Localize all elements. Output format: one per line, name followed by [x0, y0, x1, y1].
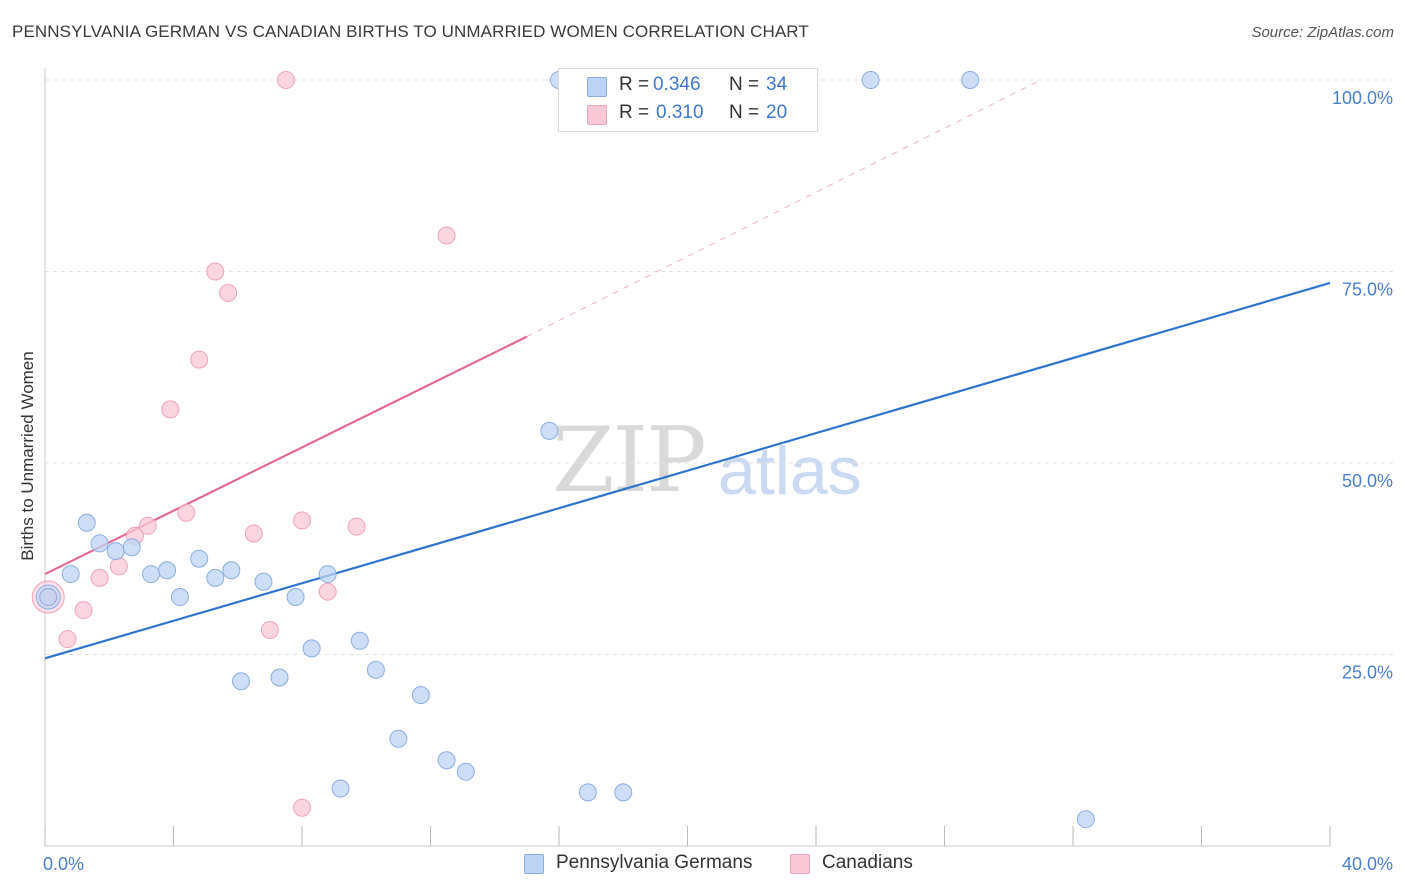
watermark-atlas: atlas [718, 433, 862, 509]
source-label: Source: ZipAtlas.com [1251, 24, 1394, 41]
data-point-canadians [74, 601, 93, 620]
bottom-legend-swatch-pink [790, 854, 810, 874]
bottom-legend-label: Canadians [822, 852, 913, 873]
data-point-pennsylvania-germans [861, 71, 880, 89]
legend-r-value: 0.310 [656, 102, 704, 123]
grid-layer [45, 79, 1395, 655]
data-point-pennsylvania-germans [389, 729, 408, 748]
correlation-legend: R = 0.346 N = 34 R = 0.310 N = 20 [558, 68, 818, 132]
legend-r-label: R = [619, 102, 650, 123]
data-point-pennsylvania-germans [286, 588, 305, 607]
data-point-pennsylvania-germans [961, 71, 980, 89]
data-point-pennsylvania-germans [318, 565, 337, 584]
data-point-pennsylvania-germans [142, 565, 161, 584]
data-point-canadians [138, 516, 157, 535]
data-point-canadians [161, 400, 180, 419]
trend-line-pennsylvania-germans [44, 281, 1331, 660]
data-point-pennsylvania-germans [350, 631, 369, 650]
data-point-pennsylvania-germans [437, 751, 456, 770]
data-point-pennsylvania-germans [39, 588, 58, 607]
data-point-canadians [260, 620, 279, 639]
y-tick-label: 50.0% [1342, 471, 1393, 491]
y-tick-label: 25.0% [1342, 663, 1393, 683]
bottom-legend-label: Pennsylvania Germans [556, 852, 753, 873]
data-point-canadians [318, 582, 337, 601]
data-point-pennsylvania-germans [578, 783, 597, 802]
data-point-pennsylvania-germans [106, 542, 125, 561]
data-point-canadians [109, 557, 128, 576]
data-point-canadians [58, 630, 77, 649]
data-point-canadians [206, 262, 225, 281]
data-point-canadians [437, 226, 456, 245]
legend-n-label: N = [729, 102, 760, 123]
data-point-pennsylvania-germans [302, 639, 321, 658]
legend-swatch-blue [587, 77, 607, 97]
data-point-pennsylvania-germans [90, 534, 109, 553]
watermark-zip: ZIP [552, 408, 707, 513]
x-tick-label: 40.0% [1342, 854, 1393, 874]
y-axis-title: Births to Unmarried Women [18, 351, 37, 560]
data-point-pennsylvania-germans [614, 783, 633, 802]
legend-n-value: 20 [766, 102, 788, 123]
data-point-pennsylvania-germans [170, 588, 189, 607]
data-point-pennsylvania-germans [158, 561, 177, 580]
data-point-pennsylvania-germans [61, 565, 80, 584]
data-point-pennsylvania-germans [206, 568, 225, 587]
chart-title: PENNSYLVANIA GERMAN VS CANADIAN BIRTHS T… [12, 22, 809, 41]
trend-layer [44, 79, 1331, 660]
data-point-pennsylvania-germans [77, 513, 96, 532]
data-point-pennsylvania-germans [270, 668, 289, 687]
data-point-pennsylvania-germans [366, 660, 385, 679]
data-point-pennsylvania-germans [122, 538, 141, 557]
label-layer: 25.0% 50.0% 75.0% 100.0% 0.0% 40.0% Births to … [18, 88, 1393, 874]
data-point-pennsylvania-germans [411, 686, 430, 705]
data-point-canadians [276, 71, 295, 89]
data-point-pennsylvania-germans [1076, 810, 1095, 829]
y-tick-label: 100.0% [1332, 88, 1393, 108]
legend-r-value: 0.346 [653, 74, 701, 95]
data-point-canadians [244, 524, 263, 543]
trend-line-canadians [44, 335, 528, 576]
legend-n-label: N = [729, 74, 760, 95]
axis-layer [44, 68, 1331, 847]
data-point-pennsylvania-germans [331, 779, 350, 798]
data-point-pennsylvania-germans [222, 561, 241, 580]
data-point-pennsylvania-germans [456, 762, 475, 781]
data-point-pennsylvania-germans [231, 672, 250, 691]
y-tick-label: 75.0% [1342, 280, 1393, 300]
data-point-pennsylvania-germans [540, 421, 559, 440]
data-point-canadians [190, 350, 209, 369]
bottom-legend-swatch-blue [524, 854, 544, 874]
x-tick-label: 0.0% [43, 854, 84, 874]
data-point-canadians [293, 511, 311, 530]
data-point-canadians [219, 283, 238, 302]
data-point-canadians [293, 798, 311, 817]
data-point-canadians [177, 503, 196, 522]
legend-n-value: 34 [766, 74, 788, 95]
data-point-pennsylvania-germans [190, 549, 209, 568]
data-point-canadians [347, 517, 366, 536]
points-layer [31, 71, 1095, 829]
legend-r-label: R = [619, 74, 650, 95]
legend-swatch-pink [587, 105, 607, 125]
data-point-pennsylvania-germans [254, 572, 273, 591]
data-point-canadians [90, 568, 109, 587]
